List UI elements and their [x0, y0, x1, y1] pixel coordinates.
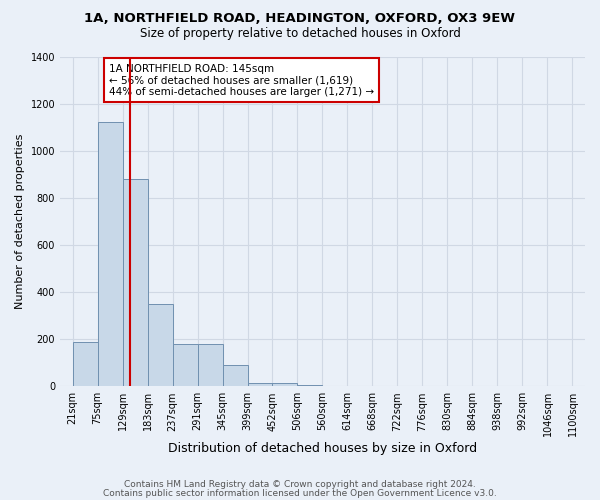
Bar [148, 304, 173, 386]
Bar [223, 365, 248, 386]
Bar [197, 344, 223, 387]
Text: Contains public sector information licensed under the Open Government Licence v3: Contains public sector information licen… [103, 490, 497, 498]
Text: 1A, NORTHFIELD ROAD, HEADINGTON, OXFORD, OX3 9EW: 1A, NORTHFIELD ROAD, HEADINGTON, OXFORD,… [85, 12, 515, 26]
Bar [98, 122, 122, 386]
Text: 1A NORTHFIELD ROAD: 145sqm
← 56% of detached houses are smaller (1,619)
44% of s: 1A NORTHFIELD ROAD: 145sqm ← 56% of deta… [109, 64, 374, 97]
Bar [297, 385, 322, 386]
X-axis label: Distribution of detached houses by size in Oxford: Distribution of detached houses by size … [168, 442, 477, 455]
Text: Contains HM Land Registry data © Crown copyright and database right 2024.: Contains HM Land Registry data © Crown c… [124, 480, 476, 489]
Bar [122, 179, 148, 386]
Bar [173, 344, 197, 387]
Bar [272, 383, 297, 386]
Bar [248, 383, 273, 386]
Y-axis label: Number of detached properties: Number of detached properties [15, 134, 25, 309]
Bar [73, 342, 98, 386]
Text: Size of property relative to detached houses in Oxford: Size of property relative to detached ho… [140, 28, 460, 40]
